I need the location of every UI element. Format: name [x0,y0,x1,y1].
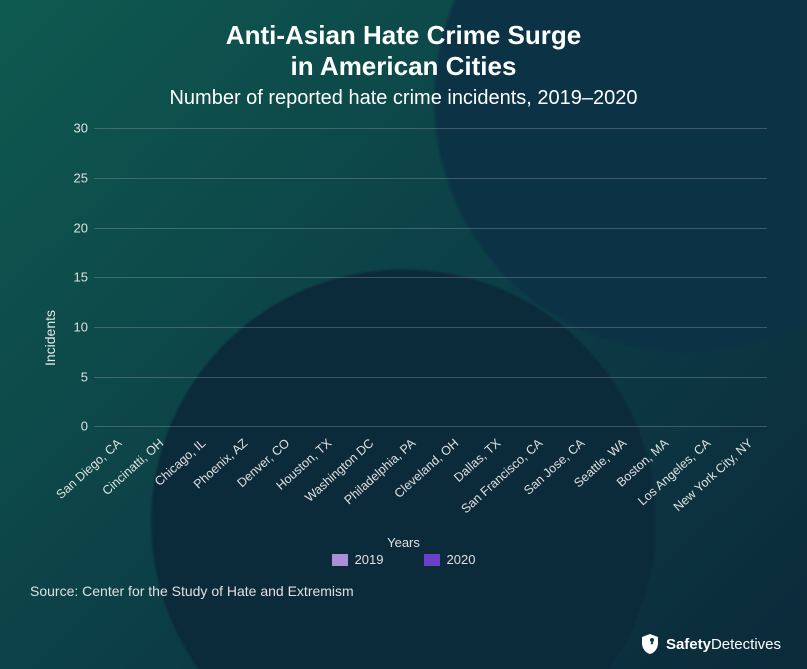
x-tick-labels: San Diego, CACincinatti, OHChicago, ILPh… [94,430,767,548]
legend-label: 2020 [447,552,476,567]
x-label-wrap: Cincinatti, OH [136,430,178,548]
title-line1: Anti-Asian Hate Crime Surge [226,20,581,50]
legend: 2019 2020 [30,552,777,567]
plot-region: 051015202530 [94,128,767,426]
gridline [94,178,767,179]
legend-swatch [332,554,348,566]
shield-icon [640,633,660,655]
y-tick-label: 20 [60,220,88,235]
y-tick-label: 10 [60,320,88,335]
chart-subtitle: Number of reported hate crime incidents,… [30,87,777,110]
gridline [94,327,767,328]
gridline [94,426,767,427]
y-axis-label: Incidents [42,310,58,366]
gridline [94,377,767,378]
x-label-wrap: San Jose, CA [557,430,599,548]
y-tick-label: 15 [60,270,88,285]
y-tick-label: 25 [60,171,88,186]
x-label-wrap: Seattle, WA [599,430,641,548]
title-line2: in American Cities [291,51,517,81]
gridline [94,277,767,278]
legend-swatch [424,554,440,566]
x-label-wrap: Cleveland, OH [431,430,473,548]
legend-label: 2019 [355,552,384,567]
legend-item: 2020 [424,552,476,567]
x-label-wrap: New York City, NY [725,430,767,548]
brand-bold: Safety [666,636,711,653]
chart-area: Incidents 051015202530 San Diego, CACinc… [30,128,777,548]
chart-container: Anti-Asian Hate Crime Surge in American … [0,0,807,669]
x-axis-label: Years [30,535,777,550]
y-tick-label: 30 [60,121,88,136]
y-tick-label: 5 [60,369,88,384]
brand-logo: SafetyDetectives [640,633,781,655]
gridline [94,228,767,229]
brand-text: SafetyDetectives [666,636,781,653]
legend-item: 2019 [332,552,384,567]
gridline [94,128,767,129]
x-label-wrap: Phoenix, AZ [220,430,262,548]
y-tick-label: 0 [60,419,88,434]
brand-thin: Detectives [711,636,781,653]
chart-title: Anti-Asian Hate Crime Surge in American … [30,20,777,81]
source-text: Source: Center for the Study of Hate and… [30,583,777,599]
